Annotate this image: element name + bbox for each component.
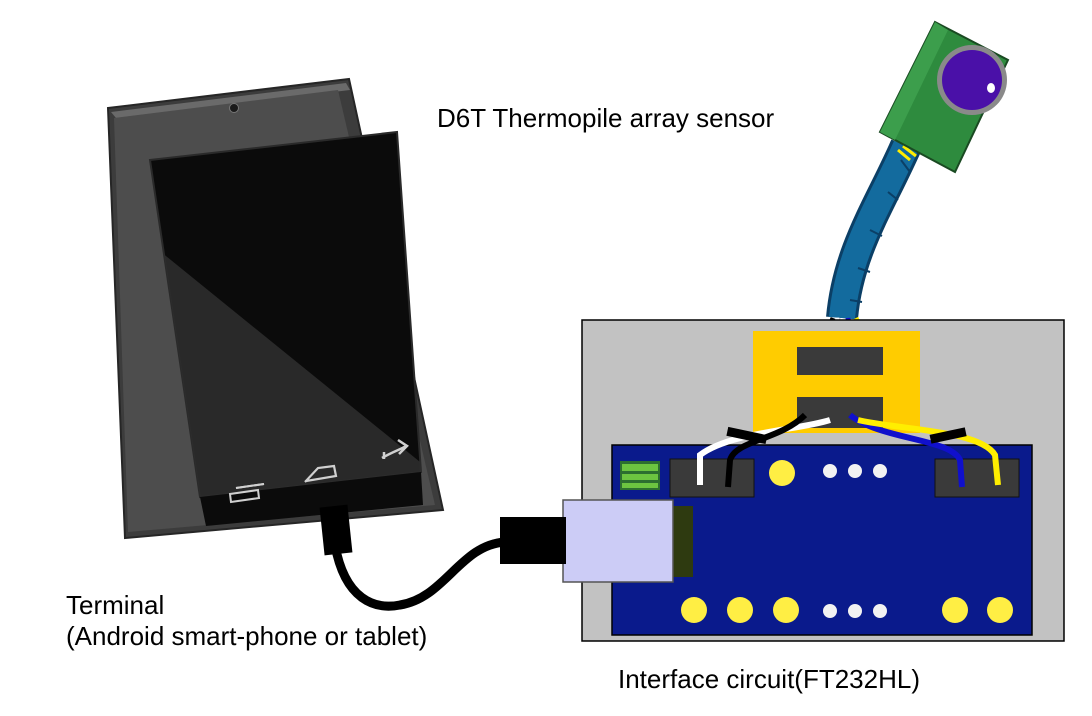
smartphone [106, 77, 445, 556]
terminal-label: Terminal (Android smart-phone or tablet) [66, 590, 427, 652]
back-icon [381, 438, 409, 460]
sensor-label: D6T Thermopile array sensor [437, 103, 775, 133]
usb-cable [330, 537, 510, 611]
front-camera [229, 103, 239, 113]
home-icon [304, 464, 338, 483]
recent-apps-icon [228, 483, 265, 504]
terminal-label-line2: (Android smart-phone or tablet) [66, 621, 428, 651]
terminal-label-line1: Terminal [66, 590, 165, 620]
interface-label: Interface circuit(FT232HL) [618, 664, 920, 694]
interface-board [500, 319, 1065, 642]
d6t-sensor [878, 20, 1010, 174]
sensor-lens [942, 50, 1002, 110]
